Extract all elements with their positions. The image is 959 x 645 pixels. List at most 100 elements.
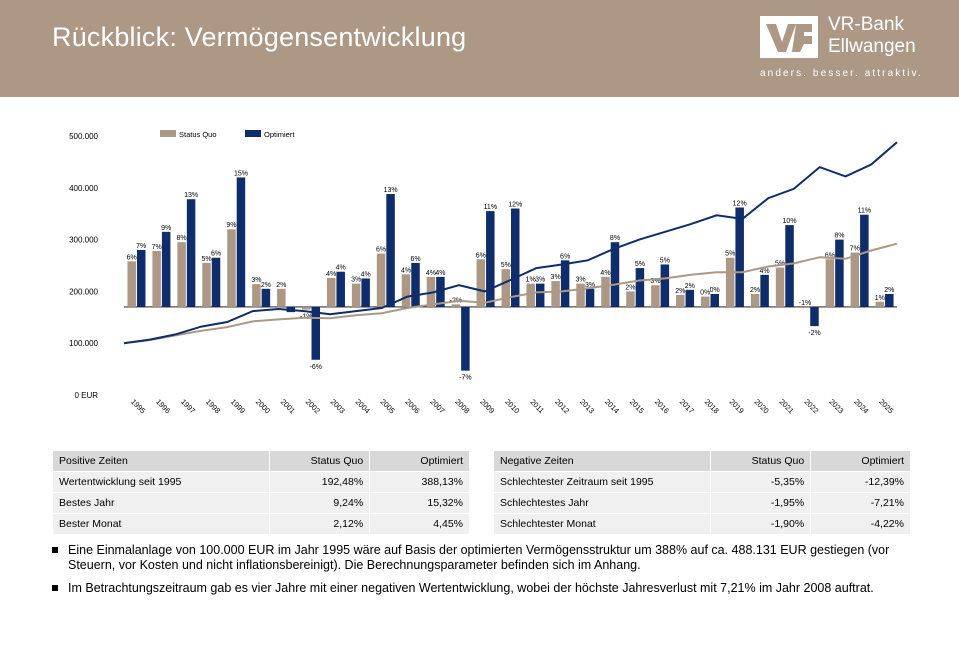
data-label: 4% [361,271,371,278]
bar [311,306,321,360]
bar [511,208,520,307]
data-label: 13% [384,187,398,194]
data-label: 12% [508,202,522,209]
bar [501,269,510,307]
bar [401,274,411,307]
bullet-icon [52,547,58,553]
x-tick-label: 2006 [403,397,421,415]
x-tick-label: 2014 [603,397,621,415]
data-label: 3% [551,274,561,281]
data-label: 2% [685,283,695,290]
column-header: Status Quo [269,450,371,472]
data-label: 1% [526,277,536,284]
x-tick-label: 1996 [154,397,172,415]
table-cell: Wertentwicklung seit 1995 [51,471,271,493]
data-label: 8% [610,235,620,242]
bar [850,252,860,307]
bar [451,304,461,307]
bar [436,276,445,307]
bar [161,231,171,307]
bar [885,293,894,307]
bar [576,283,585,307]
x-tick-label: 2001 [279,397,297,415]
data-label: 6% [376,247,386,254]
data-label: 4% [760,268,770,275]
slogan: anders. besser. attraktiv. [760,68,923,79]
x-tick-label: 2010 [503,397,521,415]
legend-swatch [160,130,176,137]
table-cell: 9,24% [269,492,371,514]
table-row: Schlechtester Monat -1,90% -4,22% [492,513,911,535]
bar [202,262,211,307]
table-cell: Bester Monat [51,513,271,535]
bar [800,306,810,308]
bank-name: VR-Bank Ellwangen [828,14,916,58]
note-item: Eine Einmalanlage von 100.000 EUR im Jah… [52,543,922,573]
x-tick-label: 2008 [453,397,471,415]
data-label: 7% [152,244,162,251]
table-cell: Schlechtester Monat [492,513,712,535]
data-label: 3% [351,277,361,284]
bar [725,257,735,307]
bar [261,288,271,307]
x-tick-label: 2015 [628,397,646,415]
x-tick-label: 2017 [678,397,696,415]
bar [351,283,361,307]
data-label: 2% [276,282,286,289]
data-label: 2% [675,288,685,295]
table-cell: 2,12% [269,513,371,535]
table-row: Wertentwicklung seit 1995 192,48% 388,13… [51,471,470,493]
data-label: 2% [261,282,271,289]
bar [700,296,710,307]
bar [136,249,146,307]
bar [651,285,660,307]
bar [211,257,221,307]
data-label: 3% [585,282,595,289]
bar [152,250,161,307]
y-tick-label: 400.000 [69,184,98,193]
bar [526,283,535,307]
data-label: 9% [226,222,236,229]
table-cell: 192,48% [269,471,371,493]
asset-development-chart: 0 EUR 100.000 200.000 300.000 400.000 500.000… [69,130,898,415]
bar [227,229,236,307]
data-label: 4% [326,271,336,278]
x-tick-label: 2011 [528,397,546,415]
bar [626,291,635,307]
x-tick-label: 2000 [254,397,272,415]
notes-list: Eine Einmalanlage von 100.000 EUR im Jah… [52,543,922,604]
data-label: 4% [401,267,411,274]
table-cell: -5,35% [710,471,812,493]
table-cell: -12,39% [810,471,911,493]
bar [302,306,311,310]
x-tick-label: 2009 [478,397,496,415]
data-label: 2% [625,284,635,291]
legend-label: Status Quo [179,130,217,139]
table-row: Bester Monat 2,12% 4,45% [51,513,470,535]
bar [775,267,785,307]
bar [361,278,370,307]
data-label: 5% [660,257,670,264]
data-label: 6% [127,254,137,261]
data-label: 4% [336,265,346,272]
bar [476,259,486,307]
table-cell: -1,90% [710,513,812,535]
data-label: 1% [875,295,885,302]
bar [875,301,885,307]
data-label: 2% [884,287,894,294]
bar [750,293,760,307]
y-tick-label: 300.000 [69,236,98,245]
data-label: 3% [575,277,585,284]
data-label: 13% [184,192,198,199]
bar [376,253,386,307]
bar [560,260,570,307]
page-title: Rückblick: Vermögensentwicklung [52,22,467,52]
bar [127,261,136,307]
table-header-row: Negative Zeiten Status Quo Optimiert [492,450,911,472]
bar [411,262,420,307]
data-label: 11% [484,204,498,211]
table-cell: -4,22% [810,513,911,535]
positive-periods-table: Positive Zeiten Status Quo Optimiert Wer… [51,450,470,535]
note-text: Im Betrachtungszeitraum gab es vier Jahr… [68,581,874,595]
bar [676,295,685,307]
